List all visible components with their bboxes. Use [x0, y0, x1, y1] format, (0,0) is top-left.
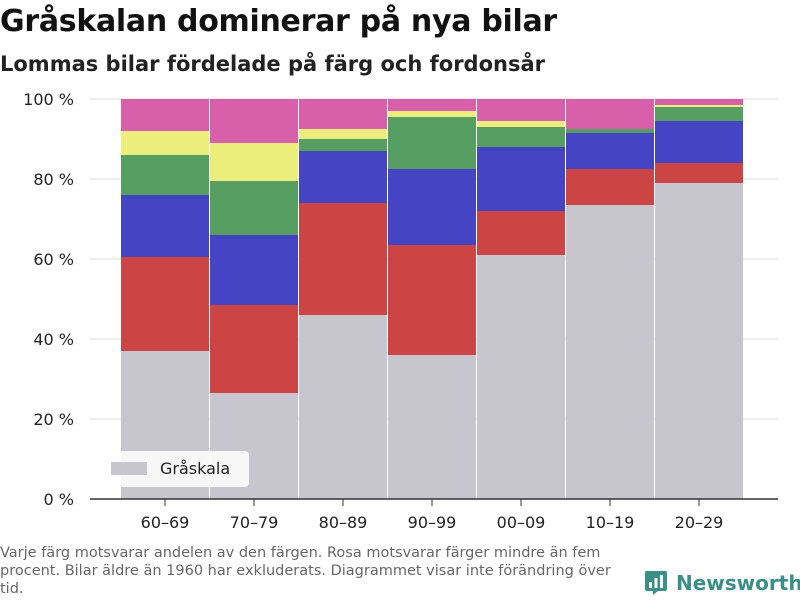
- bar-segment: [121, 99, 209, 131]
- axes: 0 % 20 % 40 % 60 % 80 % 100 % 60–69 70–79 80–89 9…: [23, 90, 778, 532]
- bar-segment: [655, 105, 743, 107]
- y-tick-label: 0 %: [44, 490, 74, 509]
- bar-segment: [388, 169, 476, 245]
- bar-segment: [566, 99, 654, 129]
- y-tick-label: 100 %: [23, 90, 74, 109]
- bar-segment: [299, 315, 387, 499]
- bar-segment: [299, 151, 387, 203]
- bar-segment: [121, 131, 209, 155]
- bar-segment: [210, 181, 298, 235]
- bar-segment: [477, 211, 565, 255]
- y-tick-label: 40 %: [33, 330, 74, 349]
- legend-box: [101, 451, 249, 487]
- y-tick-label: 20 %: [33, 410, 74, 429]
- bar-segment: [299, 99, 387, 129]
- bar-segment: [210, 99, 298, 143]
- x-tick-label: 20–29: [675, 513, 724, 532]
- bar-segment: [477, 147, 565, 211]
- bar-segment: [566, 133, 654, 169]
- bar-segment: [388, 245, 476, 355]
- legend-label: Gråskala: [160, 459, 230, 478]
- chart-title: Gråskalan dominerar på nya bilar: [0, 4, 557, 39]
- bar-segment: [655, 163, 743, 183]
- bar-segment: [299, 129, 387, 139]
- bar-segment: [655, 99, 743, 105]
- bar-segment: [388, 117, 476, 169]
- brand: Newsworthy: [644, 568, 800, 598]
- x-tick-label: 10–19: [586, 513, 635, 532]
- bar-segment: [477, 255, 565, 499]
- bar-segment: [566, 169, 654, 205]
- bar-segment: [566, 205, 654, 499]
- bar-segment: [210, 235, 298, 305]
- bar-segment: [477, 121, 565, 127]
- x-tick-label: 80–89: [319, 513, 368, 532]
- x-tick-label: 00–09: [497, 513, 546, 532]
- brand-name: Newsworthy: [676, 571, 800, 595]
- y-tick-label: 60 %: [33, 250, 74, 269]
- newsworthy-logo-icon: [645, 571, 667, 595]
- bar-segment: [388, 111, 476, 117]
- bar-segment: [121, 155, 209, 195]
- bar-segment: [388, 99, 476, 111]
- bar-segment: [477, 99, 565, 121]
- bar-segment: [388, 355, 476, 499]
- x-tick-label: 60–69: [141, 513, 190, 532]
- y-tick-label: 80 %: [33, 170, 74, 189]
- bar-segment: [210, 305, 298, 393]
- x-tick-label: 90–99: [408, 513, 457, 532]
- legend: Gråskala: [101, 451, 249, 487]
- bar-segment: [299, 203, 387, 315]
- bar-segment: [655, 183, 743, 499]
- bar-segment: [566, 129, 654, 133]
- legend-swatch: [111, 462, 147, 475]
- chart-subtitle: Lommas bilar fördelade på färg och fordo…: [0, 52, 545, 76]
- bar-segment: [210, 143, 298, 181]
- bar-segment: [655, 121, 743, 163]
- bar-segment: [121, 257, 209, 351]
- bar-segment: [299, 139, 387, 151]
- stacked-bar-chart: 0 % 20 % 40 % 60 % 80 % 100 % 60–69 70–79 80–89 9…: [23, 90, 778, 532]
- bar-segment: [477, 127, 565, 147]
- bar-segment: [121, 195, 209, 257]
- bars: [121, 99, 743, 499]
- bar-segment: [655, 107, 743, 121]
- footnote: Varje färg motsvarar andelen av den färg…: [0, 545, 611, 597]
- x-tick-label: 70–79: [230, 513, 279, 532]
